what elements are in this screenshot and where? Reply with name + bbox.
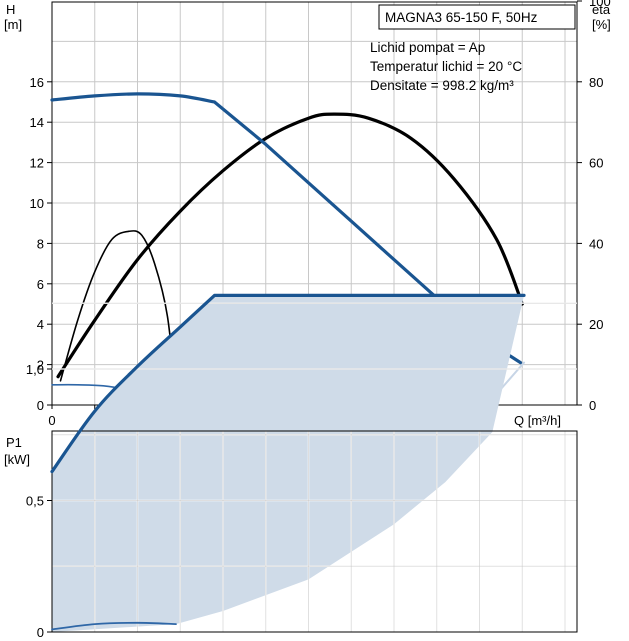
power-tick-label: 0,5	[26, 494, 44, 509]
head-tick-label: 16	[30, 75, 44, 90]
info-density: Densitate = 998.2 kg/m³	[370, 78, 514, 93]
head-tick-label: 6	[37, 277, 44, 292]
power-axis-label: P1	[6, 435, 22, 450]
pump-title-box	[378, 4, 576, 30]
power-axis-unit: [kW]	[4, 452, 30, 467]
power-y-ticks: 0 0,5 1,0	[26, 362, 52, 640]
power-tick-label: 1,0	[26, 362, 44, 377]
info-fluid: Lichid pompat = Ap	[370, 40, 485, 55]
power-chart-frame	[51, 430, 578, 633]
head-tick-label: 4	[37, 317, 44, 332]
flow-axis-label: Q [m³/h]	[514, 413, 561, 428]
power-chart-curves	[50, 293, 526, 631]
head-axis-label: H	[6, 2, 15, 17]
power-range-fill	[52, 295, 524, 632]
pump-title: MAGNA3 65-150 F, 50Hz	[385, 10, 538, 25]
eta-tick-label: 100	[589, 0, 611, 9]
eta-tick-label: 40	[589, 236, 603, 251]
eta-axis-unit: [%]	[592, 17, 611, 32]
head-axis-unit: [m]	[4, 17, 22, 32]
eta-y-ticks: 0 20 40 60 80 100	[577, 0, 611, 413]
eta-tick-label: 60	[589, 156, 603, 171]
eta-max-curve	[56, 112, 524, 379]
head-tick-label: 12	[30, 156, 44, 171]
head-tick-label: 14	[30, 115, 44, 130]
power-chart-grid	[52, 302, 577, 632]
eta-tick-label: 20	[589, 317, 603, 332]
head-tick-label: 8	[37, 236, 44, 251]
eta-tick-label: 80	[589, 75, 603, 90]
flow-tick-label: 0	[48, 413, 55, 428]
info-temperature: Temperatur lichid = 20 °C	[370, 59, 522, 74]
power-tick-label: 0	[37, 625, 44, 640]
eta-tick-label: 0	[589, 398, 596, 413]
head-y-ticks: 0 2 4 6 8 10 12 14 16	[30, 75, 52, 413]
power-operating-area	[52, 295, 524, 632]
head-tick-label: 0	[37, 398, 44, 413]
head-tick-label: 10	[30, 196, 44, 211]
p1-max-curve	[50, 293, 526, 474]
head-tick-label: 2	[37, 358, 44, 373]
eta-axis-label: eta	[592, 2, 611, 17]
p1-min-curve	[51, 621, 177, 631]
head-max-curve	[50, 92, 523, 365]
